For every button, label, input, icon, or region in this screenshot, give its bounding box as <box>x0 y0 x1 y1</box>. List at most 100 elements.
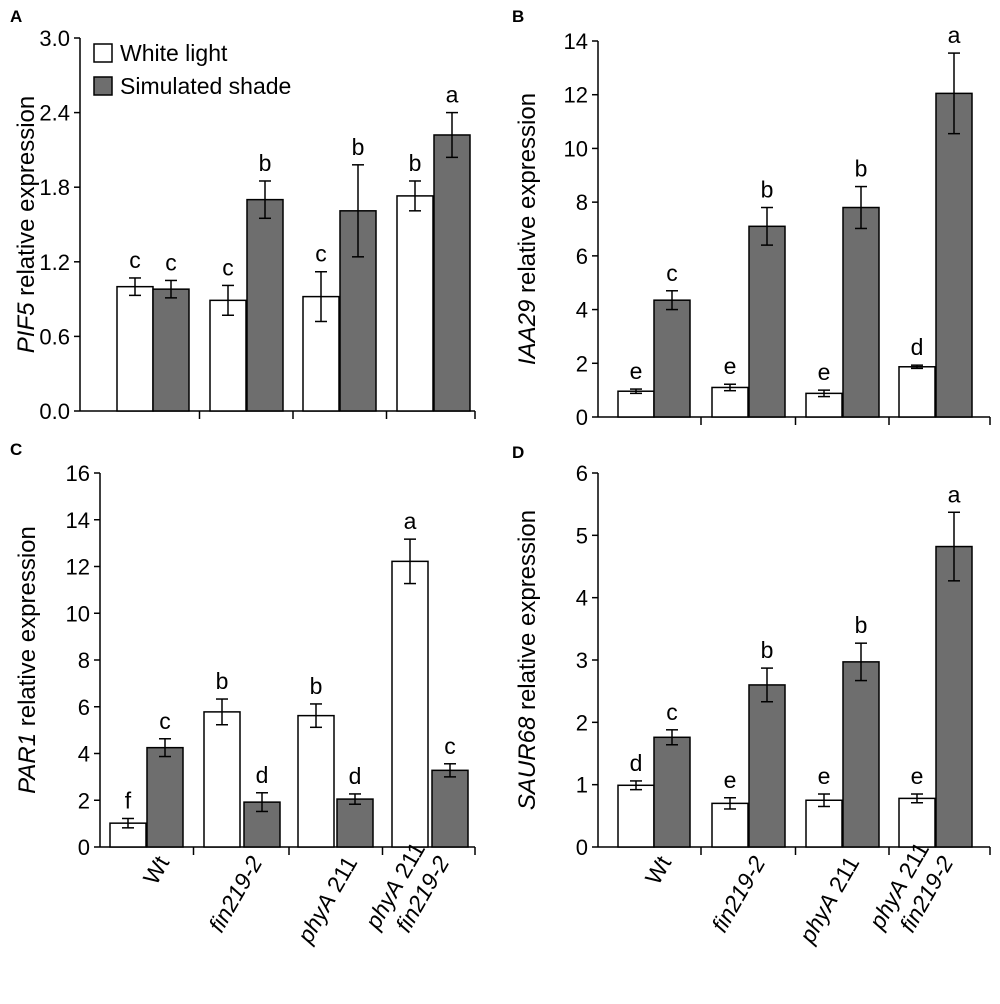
significance-letter: c <box>444 733 456 759</box>
y-tick-label: 6 <box>576 461 588 486</box>
x-category-label-part: fin219-2 <box>203 851 267 936</box>
x-category-label: phyA 211fin219-2 <box>359 837 454 948</box>
y-tick-label: 14 <box>564 29 588 54</box>
panel-C: C 0 2 4 6 8 10 12 14 16 PAR1 relative expression f b… <box>10 440 476 860</box>
y-tick-label: 3 <box>576 648 588 673</box>
significance-letter: c <box>165 249 177 275</box>
y-axis-label: IAA29 relative expression <box>514 93 541 365</box>
bar-simulated-shade <box>748 225 786 418</box>
y-tick-label: 0 <box>78 835 90 860</box>
bar-simulated-shade <box>842 206 880 418</box>
bar-simulated-shade <box>336 798 374 848</box>
panel-letter: A <box>10 7 22 26</box>
bar-white-light <box>805 799 843 848</box>
significance-letter: f <box>125 787 132 813</box>
y-axis-label: PAR1 relative expression <box>14 526 41 794</box>
y-axis-label-gene: PAR1 <box>14 733 41 794</box>
significance-letter: d <box>256 762 269 788</box>
y-tick-label: 1.8 <box>39 175 70 200</box>
significance-letter: a <box>446 82 459 108</box>
significance-letter: e <box>818 763 831 789</box>
y-axis-label-rest: relative expression <box>14 526 41 733</box>
x-category-label: phyA 211 <box>292 852 363 949</box>
y-axis-label-rest: relative expression <box>13 96 40 303</box>
bar-white-light <box>617 784 655 848</box>
bar-simulated-shade <box>433 134 471 412</box>
bar-simulated-shade <box>431 769 469 848</box>
y-tick-label: 5 <box>576 523 588 548</box>
significance-letter: b <box>310 673 323 699</box>
panel-letter: B <box>512 7 524 26</box>
panel-letter: C <box>10 440 22 459</box>
y-tick-label: 10 <box>564 136 588 161</box>
y-tick-label: 8 <box>576 190 588 215</box>
x-category-label: fin219-2 <box>203 851 267 936</box>
significance-letter: c <box>666 260 678 286</box>
bar-white-light <box>898 366 936 418</box>
significance-letter: e <box>724 767 737 793</box>
x-category-labels-D: Wt fin219-2 phyA 211 phyA 211fin219-2 <box>640 838 959 949</box>
x-category-label: fin219-2 <box>706 851 770 936</box>
bar-white-light <box>617 390 655 418</box>
y-tick-label: 6 <box>78 695 90 720</box>
x-category-label-part: Wt <box>640 851 677 889</box>
panel-letter: D <box>512 443 524 462</box>
bar-white-light <box>203 711 241 848</box>
legend: White light Simulated shade <box>93 40 291 99</box>
significance-letter: e <box>724 353 737 379</box>
legend-swatch-shade <box>93 76 113 96</box>
y-tick-label: 0.6 <box>39 324 70 349</box>
y-tick-label: 0 <box>576 405 588 430</box>
y-tick-label: 4 <box>576 298 588 323</box>
significance-letter: c <box>222 254 234 280</box>
bar-white-light <box>297 714 335 848</box>
bar-simulated-shade <box>152 288 190 412</box>
bar-white-light <box>391 560 429 848</box>
significance-letter: d <box>349 763 362 789</box>
y-tick-label: 12 <box>66 555 90 580</box>
legend-swatch-white <box>93 43 113 63</box>
significance-letter: b <box>761 177 774 203</box>
significance-letter: b <box>855 612 868 638</box>
y-axis-label-rest: relative expression <box>514 510 541 717</box>
x-category-label: Wt <box>138 851 175 889</box>
legend-label-white: White light <box>120 40 228 66</box>
panel-B: B 0 2 4 6 8 10 12 14 IAA29 relative expression e e e… <box>512 7 991 430</box>
significance-letter: e <box>818 359 831 385</box>
x-category-label: Wt <box>640 851 677 889</box>
y-tick-label: 2.4 <box>39 101 70 126</box>
y-tick-label: 1.2 <box>39 250 70 275</box>
y-tick-label: 4 <box>576 586 588 611</box>
bar-simulated-shade <box>246 198 284 412</box>
bar-simulated-shade <box>748 684 786 848</box>
y-tick-label: 2 <box>576 710 588 735</box>
y-tick-label: 3.0 <box>39 26 70 51</box>
significance-letter: c <box>315 241 327 267</box>
significance-letter: a <box>948 22 961 48</box>
significance-letter: e <box>630 358 643 384</box>
y-axis-label: PIF5 relative expression <box>13 96 40 353</box>
x-category-label-part: fin219-2 <box>706 851 770 936</box>
bar-simulated-shade <box>935 92 973 418</box>
y-tick-label: 4 <box>78 742 90 767</box>
y-tick-label: 0 <box>576 835 588 860</box>
y-axis-label-rest: relative expression <box>514 93 541 300</box>
bar-white-light <box>711 802 749 848</box>
significance-letter: b <box>216 668 229 694</box>
y-axis-label-gene: IAA29 <box>514 300 541 365</box>
significance-letter: d <box>630 750 643 776</box>
significance-letter: c <box>129 247 141 273</box>
bar-white-light <box>209 299 247 412</box>
legend-label-shade: Simulated shade <box>120 73 291 99</box>
bar-simulated-shade <box>653 299 691 418</box>
y-tick-label: 8 <box>78 648 90 673</box>
y-tick-label: 12 <box>564 83 588 108</box>
y-tick-label: 2 <box>576 351 588 376</box>
bar-white-light <box>898 797 936 848</box>
significance-letter: a <box>404 508 417 534</box>
bar-simulated-shade <box>842 661 880 848</box>
panel-D: D 0 1 2 3 4 5 6 SAUR68 relative expression d e e e c b… <box>512 443 991 860</box>
y-tick-label: 0.0 <box>39 399 70 424</box>
bar-simulated-shade <box>146 746 184 848</box>
significance-letter: e <box>911 763 924 789</box>
